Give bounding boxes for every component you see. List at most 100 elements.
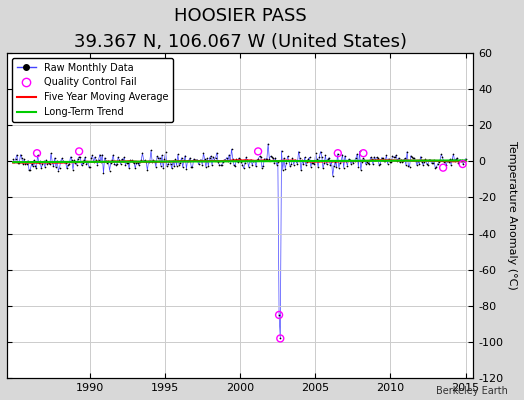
Point [148,159,157,166]
Point [344,156,353,162]
Point [369,161,377,168]
Point [432,164,441,170]
Point [391,154,399,160]
Y-axis label: Temperature Anomaly (°C): Temperature Anomaly (°C) [507,141,517,290]
Point [190,156,198,162]
Point [173,151,182,158]
Point [342,158,351,164]
Point [392,152,400,158]
Point [223,154,231,161]
Point [198,162,206,168]
Point [52,164,60,170]
Point [355,148,364,155]
Point [305,154,314,160]
Point [254,148,263,154]
Point [160,156,169,162]
Point [71,160,80,166]
Point [462,156,470,162]
Point [19,161,27,167]
Point [108,157,116,163]
Point [448,156,456,162]
Point [387,159,396,165]
Point [310,161,319,167]
Point [113,161,121,167]
Point [277,148,286,154]
Point [193,157,202,163]
Point [353,151,362,157]
Point [59,158,68,164]
Point [321,152,330,159]
Point [201,156,209,162]
Point [125,165,133,171]
Point [215,162,224,168]
Point [152,164,160,170]
Point [177,154,185,161]
Point [455,157,464,163]
Point [45,160,53,166]
Point [90,159,98,165]
Point [120,154,128,160]
Point [272,162,281,168]
Point [456,158,465,164]
Point [442,162,450,169]
Point [106,159,115,166]
Point [302,162,310,168]
Point [150,158,159,165]
Point [79,160,87,166]
Point [434,159,443,165]
Point [244,164,253,170]
Point [308,160,316,166]
Point [127,157,136,164]
Point [281,165,289,172]
Point [275,312,283,318]
Point [414,158,422,164]
Point [83,159,92,166]
Point [266,153,275,159]
Point [202,164,210,170]
Point [330,162,338,169]
Point [332,164,341,170]
Point [380,158,388,164]
Point [378,155,387,162]
Point [334,150,342,156]
Point [396,159,404,166]
Point [418,158,426,165]
Point [154,155,162,161]
Point [320,160,329,166]
Point [37,165,46,171]
Point [233,159,242,166]
Point [276,335,285,342]
Point [188,164,196,170]
Point [168,165,176,172]
Title: HOOSIER PASS
39.367 N, 106.067 W (United States): HOOSIER PASS 39.367 N, 106.067 W (United… [73,7,407,51]
Point [346,157,354,164]
Point [146,158,154,164]
Point [57,158,65,164]
Point [365,160,374,167]
Point [443,158,452,164]
Point [153,153,161,160]
Point [384,160,392,167]
Point [159,165,167,171]
Point [63,165,71,172]
Point [91,154,99,160]
Point [16,151,25,158]
Point [445,156,454,163]
Point [162,163,171,169]
Point [181,152,189,159]
Point [440,158,448,165]
Point [137,156,146,163]
Point [444,159,453,166]
Point [299,161,308,168]
Point [276,335,285,342]
Point [386,159,394,165]
Point [411,158,420,164]
Point [433,161,442,168]
Point [38,161,47,167]
Point [123,160,131,166]
Point [232,156,241,162]
Point [85,164,93,170]
Point [419,162,427,168]
Point [156,155,164,161]
Point [425,157,433,163]
